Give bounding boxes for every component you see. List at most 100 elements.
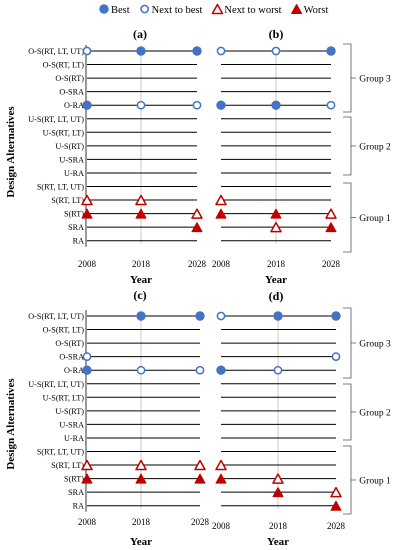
legend-label-3: Worst — [304, 5, 329, 16]
category-label: O-S(RT, LT, UT) — [28, 47, 84, 56]
marker-next-to-worst — [272, 473, 284, 484]
marker-worst — [270, 208, 282, 219]
marker-worst — [194, 473, 206, 484]
category-label: O-S(RT, LT, UT) — [28, 312, 84, 321]
legend-marker-1 — [140, 4, 150, 14]
panels: (a) O-S(RT, LT, UT) O-S(RT, LT) O-S(RT) O-SR… — [28, 27, 345, 548]
group-3-top-label: Group 3 — [359, 75, 391, 85]
x-tick-label: 2028 — [322, 259, 341, 269]
marker-next-to-worst — [135, 459, 147, 471]
marker-next-to-best — [136, 100, 146, 110]
x-tick-label: 2008 — [212, 259, 231, 269]
category-label: RA — [73, 237, 84, 246]
category-label: S(RT) — [64, 210, 84, 219]
marker-worst — [191, 222, 203, 233]
category-label: S(RT, LT) — [51, 196, 84, 205]
panel-title: (d) — [269, 289, 284, 303]
marker-worst — [215, 208, 227, 219]
panel-a: (a) O-S(RT, LT, UT) O-S(RT, LT) O-S(RT) O-SR… — [28, 27, 206, 286]
group-2-bottom-label: Group 2 — [359, 409, 391, 419]
marker-worst — [272, 487, 284, 498]
marker-best — [192, 46, 202, 56]
category-label: O-S(RT, LT) — [43, 326, 85, 335]
marker-next-to-best — [326, 100, 336, 110]
group-1-bottom-label: Group 1 — [359, 477, 391, 487]
panel-title: (c) — [133, 288, 146, 302]
group-3-bottom-label: Group 3 — [359, 340, 391, 350]
marker-best — [216, 365, 226, 375]
y-axis-titles: Design Alternatives Design Alternatives — [5, 106, 17, 470]
group-1-top-bracket — [343, 182, 356, 253]
x-tick-label: 2018 — [269, 521, 288, 531]
marker-next-to-best — [195, 365, 205, 375]
y-axis-title-1: Design Alternatives — [5, 378, 17, 470]
group-2-top-bracket — [343, 116, 356, 176]
marker-next-to-worst — [135, 194, 147, 206]
group-2-bottom-bracket — [343, 383, 356, 441]
marker-next-to-best — [82, 352, 92, 361]
panel-title: (a) — [133, 27, 147, 41]
legend-label-0: Best — [111, 5, 130, 16]
legend-label-2: Next to worst — [224, 5, 281, 16]
group-3-top-bracket — [343, 43, 356, 113]
category-label: O-SRA — [59, 353, 84, 362]
x-tick-label: 2018 — [267, 259, 286, 269]
category-label: U-RA — [64, 434, 84, 443]
marker-worst — [330, 500, 342, 511]
marker-worst — [81, 473, 93, 484]
x-axis-title: Year — [130, 274, 152, 286]
marker-next-to-worst — [330, 486, 342, 498]
marker-next-to-best — [331, 352, 341, 361]
panel-c: (c) O-S(RT, LT, UT) O-S(RT, LT) O-S(RT) O-SR… — [28, 288, 209, 548]
legend-marker-2 — [211, 3, 224, 15]
category-label: U-S(RT, LT) — [43, 393, 85, 402]
marker-next-to-best — [192, 100, 202, 110]
marker-next-to-worst — [270, 221, 282, 233]
marker-best — [136, 311, 146, 321]
x-tick-label: 2018 — [132, 517, 151, 527]
marker-best — [326, 46, 336, 56]
category-label: SRA — [68, 223, 84, 232]
x-tick-label: 2018 — [132, 259, 151, 269]
marker-next-to-worst — [81, 459, 93, 471]
marker-best — [82, 365, 92, 375]
category-label: O-S(RT) — [55, 74, 84, 83]
marker-worst — [325, 222, 337, 233]
marker-best — [82, 100, 92, 110]
marker-next-to-worst — [215, 459, 227, 471]
category-label: RA — [73, 502, 84, 511]
group-brackets: Group 3 Group 2 Group 1 Group 3 Group 2 Group… — [343, 43, 391, 515]
legend-marker-0 — [99, 4, 109, 14]
legend-label-1: Next to best — [152, 5, 203, 16]
category-label: U-S(RT) — [55, 407, 84, 416]
marker-worst — [135, 473, 147, 484]
category-label: O-S(RT) — [55, 339, 84, 348]
marker-worst — [215, 473, 227, 484]
marker-best — [216, 100, 226, 110]
marker-next-to-best — [82, 46, 92, 56]
category-label: O-S(RT, LT) — [43, 61, 85, 70]
group-1-bottom-bracket — [343, 445, 356, 515]
marker-best — [136, 46, 146, 56]
category-label: S(RT, LT) — [51, 461, 84, 470]
group-2-top-label: Group 2 — [359, 143, 391, 153]
category-label: U-S(RT, LT) — [43, 128, 85, 137]
group-1-top-label: Group 1 — [359, 214, 391, 224]
x-tick-label: 2008 — [78, 259, 97, 269]
marker-next-to-best — [216, 46, 226, 56]
category-label: S(RT) — [64, 475, 84, 484]
marker-worst — [81, 208, 93, 219]
marker-next-to-best — [136, 365, 146, 375]
marker-next-to-worst — [215, 194, 227, 206]
marker-worst — [135, 208, 147, 219]
panel-title: (b) — [269, 27, 284, 41]
x-tick-label: 2028 — [327, 521, 346, 531]
legend: Best Next to best Next to worst Worst — [99, 3, 329, 16]
x-axis-title: Year — [267, 536, 289, 548]
category-label: O-SRA — [59, 88, 84, 97]
panel-d: (d) 2008 2018 2028 Year — [212, 289, 346, 548]
marker-next-to-worst — [194, 459, 206, 471]
marker-next-to-best — [273, 365, 283, 375]
y-axis-title-0: Design Alternatives — [5, 106, 17, 198]
marker-best — [195, 311, 205, 321]
